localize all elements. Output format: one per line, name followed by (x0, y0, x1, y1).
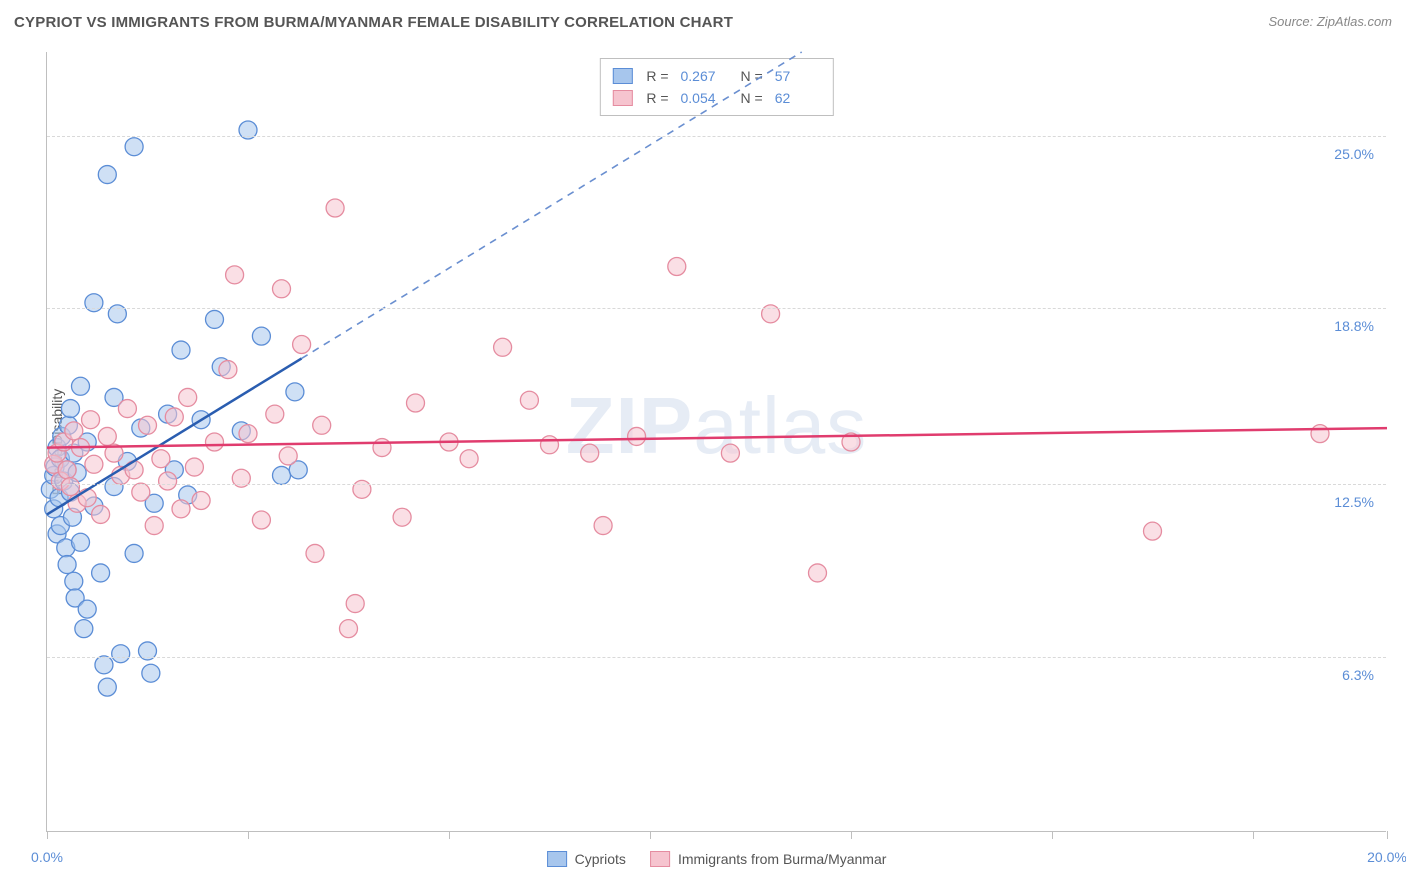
data-point (75, 620, 93, 638)
data-point (286, 383, 304, 401)
data-point (95, 656, 113, 674)
data-point (118, 400, 136, 418)
legend-swatch-blue (547, 851, 567, 867)
data-point (407, 394, 425, 412)
data-point (541, 436, 559, 454)
y-tick-label: 12.5% (1334, 494, 1374, 510)
data-point (373, 439, 391, 457)
data-point (172, 341, 190, 359)
x-tick (248, 831, 249, 839)
data-point (61, 400, 79, 418)
data-point (273, 466, 291, 484)
data-point (226, 266, 244, 284)
data-point (132, 483, 150, 501)
x-tick (1387, 831, 1388, 839)
data-point (293, 336, 311, 354)
data-point (58, 556, 76, 574)
data-point (98, 678, 116, 696)
x-tick (650, 831, 651, 839)
data-point (628, 427, 646, 445)
legend-item-burma: Immigrants from Burma/Myanmar (650, 851, 886, 867)
data-point (273, 280, 291, 298)
data-point (145, 517, 163, 535)
scatter-plot (47, 52, 1386, 831)
data-point (72, 533, 90, 551)
data-point (61, 478, 79, 496)
data-point (65, 572, 83, 590)
trend-line-blue-dash (302, 52, 802, 358)
data-point (172, 500, 190, 518)
data-point (326, 199, 344, 217)
data-point (125, 544, 143, 562)
x-tick (1253, 831, 1254, 839)
data-point (1144, 522, 1162, 540)
legend-swatch-pink (650, 851, 670, 867)
y-tick-label: 6.3% (1342, 667, 1374, 683)
data-point (252, 327, 270, 345)
data-point (346, 595, 364, 613)
data-point (58, 461, 76, 479)
data-point (98, 166, 116, 184)
data-point (239, 425, 257, 443)
data-point (721, 444, 739, 462)
data-point (125, 138, 143, 156)
data-point (206, 433, 224, 451)
data-point (82, 411, 100, 429)
gridline (47, 308, 1386, 309)
data-point (594, 517, 612, 535)
gridline (47, 484, 1386, 485)
x-tick-label: 20.0% (1367, 849, 1406, 865)
chart-title: CYPRIOT VS IMMIGRANTS FROM BURMA/MYANMAR… (14, 14, 733, 31)
data-point (192, 492, 210, 510)
data-point (152, 450, 170, 468)
x-tick-label: 0.0% (31, 849, 63, 865)
x-tick (851, 831, 852, 839)
y-tick-label: 25.0% (1334, 146, 1374, 162)
data-point (581, 444, 599, 462)
chart-source: Source: ZipAtlas.com (1268, 14, 1392, 29)
data-point (92, 505, 110, 523)
data-point (85, 455, 103, 473)
data-point (159, 472, 177, 490)
data-point (266, 405, 284, 423)
data-point (668, 258, 686, 276)
data-point (98, 427, 116, 445)
data-point (460, 450, 478, 468)
data-point (306, 544, 324, 562)
legend-series: Cypriots Immigrants from Burma/Myanmar (547, 851, 887, 867)
legend-label: Cypriots (575, 851, 626, 867)
gridline (47, 136, 1386, 137)
data-point (494, 338, 512, 356)
data-point (252, 511, 270, 529)
chart-frame: Female Disability ZIPatlas R = 0.267 N =… (46, 52, 1386, 832)
data-point (340, 620, 358, 638)
x-tick (47, 831, 48, 839)
data-point (279, 447, 297, 465)
x-tick (1052, 831, 1053, 839)
data-point (139, 416, 157, 434)
y-tick-label: 18.8% (1334, 318, 1374, 334)
data-point (78, 489, 96, 507)
data-point (313, 416, 331, 434)
data-point (1311, 425, 1329, 443)
data-point (393, 508, 411, 526)
x-tick (449, 831, 450, 839)
data-point (185, 458, 203, 476)
data-point (65, 422, 83, 440)
data-point (142, 664, 160, 682)
data-point (165, 408, 183, 426)
data-point (206, 310, 224, 328)
data-point (92, 564, 110, 582)
data-point (112, 645, 130, 663)
legend-label: Immigrants from Burma/Myanmar (678, 851, 886, 867)
data-point (809, 564, 827, 582)
data-point (78, 600, 96, 618)
data-point (72, 377, 90, 395)
data-point (179, 388, 197, 406)
legend-item-cypriots: Cypriots (547, 851, 626, 867)
data-point (219, 361, 237, 379)
gridline (47, 657, 1386, 658)
data-point (520, 391, 538, 409)
chart-header: CYPRIOT VS IMMIGRANTS FROM BURMA/MYANMAR… (14, 14, 1392, 40)
